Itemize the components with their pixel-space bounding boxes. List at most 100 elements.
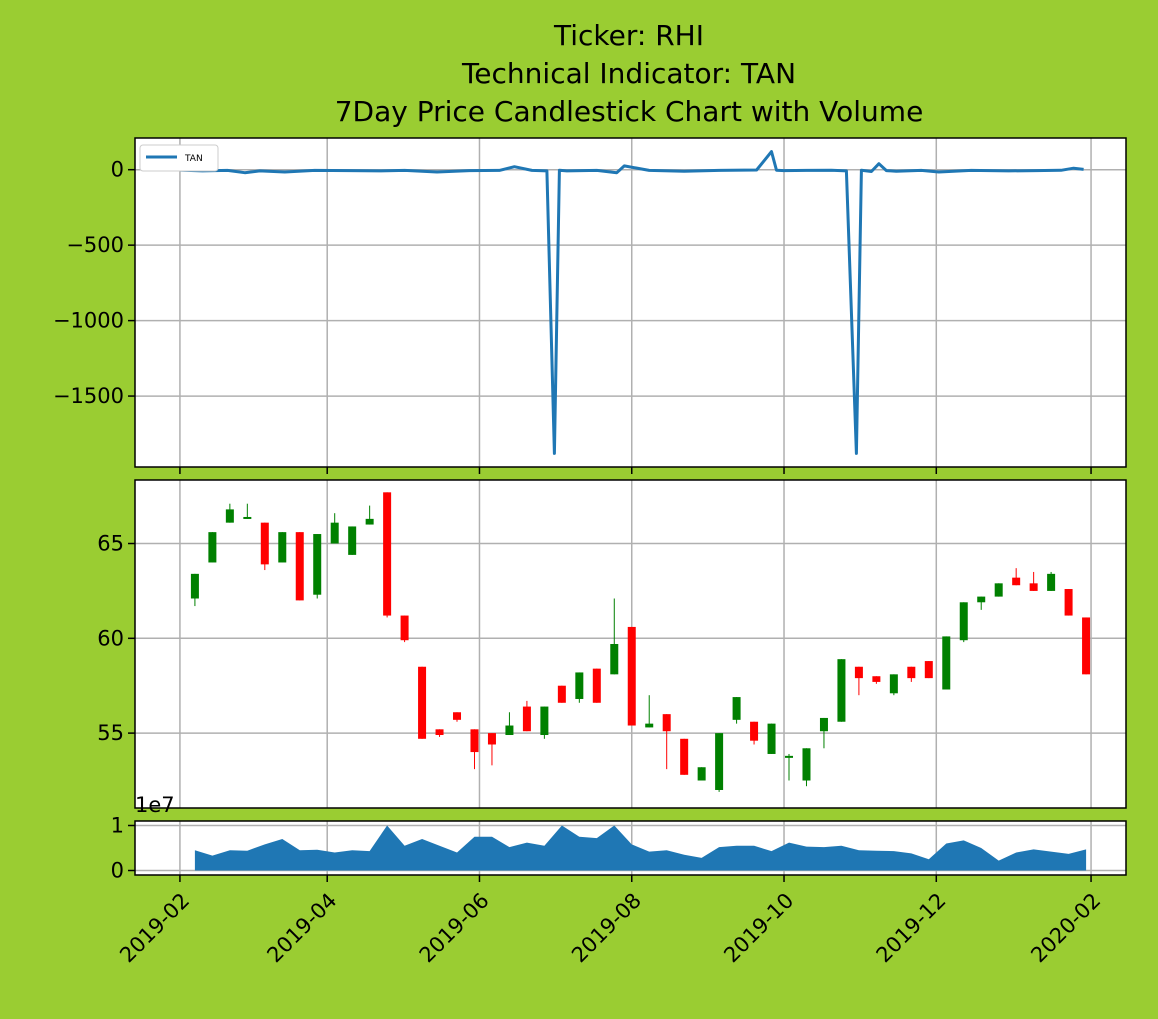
candle-body	[802, 748, 811, 781]
candle-body	[540, 706, 549, 736]
candle-body	[697, 767, 706, 781]
candle-down	[260, 522, 269, 571]
candle-body	[627, 626, 636, 726]
candle-body	[313, 534, 322, 595]
indicator-panel-frame	[134, 137, 1127, 468]
candle-down	[522, 700, 531, 732]
candle-down	[907, 666, 916, 682]
candle-body	[645, 723, 654, 728]
candle-down	[418, 666, 427, 739]
y-tick-label: 0	[111, 158, 124, 182]
candle-up	[610, 598, 619, 675]
candle-body	[400, 615, 409, 641]
candle-body	[592, 668, 601, 703]
candle-down	[1064, 589, 1073, 616]
candle-body	[505, 725, 514, 736]
candle-body	[208, 532, 217, 563]
candle-up	[802, 748, 811, 787]
candle-body	[767, 723, 776, 754]
volume-area	[194, 825, 1087, 871]
candle-body	[750, 721, 759, 741]
candle-down	[627, 626, 636, 726]
candle-up	[819, 717, 828, 749]
volume-offset-label: 1e7	[135, 793, 175, 817]
candle-down	[924, 661, 933, 679]
indicator-grid	[135, 138, 1126, 467]
y-tick-label: 1	[111, 814, 124, 838]
candle-down	[1082, 617, 1091, 675]
candle-body	[487, 733, 496, 745]
candle-down	[400, 615, 409, 643]
y-tick-label: 55	[97, 721, 124, 745]
candle-body	[994, 583, 1003, 597]
candle-down	[680, 738, 689, 775]
candle-body	[365, 518, 374, 525]
candle-up	[697, 767, 706, 781]
price-panel: 55 60 65	[97, 479, 1127, 809]
candle-body	[837, 659, 846, 722]
candle-up	[645, 695, 654, 728]
candle-up	[575, 672, 584, 703]
price-panel-frame	[134, 479, 1127, 809]
candle-body	[330, 522, 339, 544]
title-line-1: Ticker: RHI	[553, 19, 704, 52]
candle-up	[732, 697, 741, 724]
candle-body	[557, 685, 566, 703]
candle-body	[819, 717, 828, 732]
candle-down	[435, 729, 444, 737]
candle-body	[190, 573, 199, 599]
chart-title: Ticker: RHI Technical Indicator: TAN 7Da…	[335, 19, 924, 128]
candle-body	[435, 729, 444, 736]
candle-body	[907, 666, 916, 679]
candle-body	[872, 676, 881, 682]
candle-body	[278, 532, 287, 563]
candle-body	[1082, 617, 1091, 675]
candle-body	[924, 661, 933, 679]
title-line-3: 7Day Price Candlestick Chart with Volume	[335, 95, 924, 128]
candle-body	[1047, 573, 1056, 591]
indicator-line-layer	[179, 150, 1084, 455]
volume-panel-frame	[134, 820, 1127, 876]
candle-down	[662, 714, 671, 770]
candle-body	[1012, 577, 1021, 586]
legend-box	[139, 144, 219, 172]
candle-up	[540, 706, 549, 739]
indicator-panel-background	[135, 138, 1126, 467]
volume-area-layer	[194, 825, 1087, 871]
candle-body	[522, 706, 531, 732]
candle-up	[837, 659, 846, 722]
candle-body	[680, 738, 689, 775]
candle-up	[278, 532, 287, 563]
candle-down	[453, 712, 462, 722]
candle-body	[243, 516, 252, 519]
candle-down	[487, 733, 496, 766]
candle-body	[610, 644, 619, 675]
candle-body	[715, 733, 724, 790]
candle-down	[557, 685, 566, 703]
candle-down	[592, 668, 601, 703]
candle-down	[383, 492, 392, 618]
candle-up	[505, 712, 514, 736]
candle-up	[190, 573, 199, 607]
legend-label-tan: TAN	[184, 154, 203, 164]
candle-body	[662, 714, 671, 732]
candle-up	[889, 674, 898, 696]
y-tick-label: 65	[97, 532, 124, 556]
candle-body	[854, 666, 863, 679]
candle-body	[470, 729, 479, 753]
candle-up	[942, 636, 951, 690]
candle-body	[575, 672, 584, 699]
candle-body	[418, 666, 427, 739]
candle-body	[785, 755, 794, 758]
candle-up	[767, 723, 776, 754]
indicator-panel: 0 −500 −1000 −1500 TAN	[53, 137, 1127, 468]
candle-up	[208, 532, 217, 563]
candle-body	[295, 532, 304, 601]
candle-body	[1029, 583, 1038, 591]
volume-panel: 01 1e7	[111, 793, 1127, 883]
candle-down	[1012, 568, 1021, 586]
title-line-2: Technical Indicator: TAN	[461, 57, 796, 90]
candle-body	[260, 522, 269, 565]
candle-body	[348, 526, 357, 555]
